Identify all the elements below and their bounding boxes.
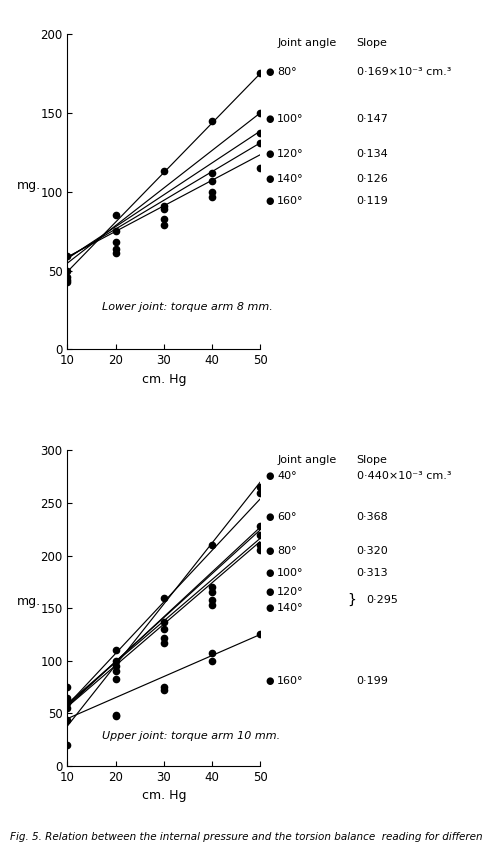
Text: ●: ●: [266, 174, 274, 184]
Text: Upper joint: torque arm 10 mm.: Upper joint: torque arm 10 mm.: [102, 731, 281, 740]
Text: 0·199: 0·199: [357, 676, 388, 686]
Text: 140°: 140°: [277, 603, 304, 614]
Text: 0·313: 0·313: [357, 568, 388, 579]
Text: Slope: Slope: [357, 454, 388, 465]
Text: Slope: Slope: [357, 38, 388, 49]
Y-axis label: mg.: mg.: [17, 595, 41, 608]
Text: 100°: 100°: [277, 568, 304, 579]
Text: 0·320: 0·320: [357, 546, 388, 557]
Text: ●: ●: [266, 603, 274, 614]
Text: Fig. 5. Relation between the internal pressure and the torsion balance  reading : Fig. 5. Relation between the internal pr…: [10, 832, 482, 842]
Text: ●: ●: [266, 676, 274, 686]
Text: 80°: 80°: [277, 546, 297, 557]
Text: 0·440×10⁻³ cm.³: 0·440×10⁻³ cm.³: [357, 471, 451, 481]
Y-axis label: mg.: mg.: [17, 179, 41, 191]
Text: 80°: 80°: [277, 67, 297, 77]
Text: Lower joint: torque arm 8 mm.: Lower joint: torque arm 8 mm.: [102, 301, 273, 311]
Text: ●: ●: [266, 568, 274, 579]
Text: ●: ●: [266, 587, 274, 597]
X-axis label: cm. Hg: cm. Hg: [142, 790, 186, 802]
Text: 0·295: 0·295: [366, 596, 398, 605]
X-axis label: cm. Hg: cm. Hg: [142, 373, 186, 386]
Text: 60°: 60°: [277, 511, 296, 522]
Text: ●: ●: [266, 511, 274, 522]
Text: 160°: 160°: [277, 676, 304, 686]
Text: 0·126: 0·126: [357, 174, 388, 184]
Text: ●: ●: [266, 67, 274, 77]
Text: 0·134: 0·134: [357, 149, 388, 159]
Text: Joint angle: Joint angle: [277, 38, 336, 49]
Text: ●: ●: [266, 114, 274, 124]
Text: 0·119: 0·119: [357, 197, 388, 206]
Text: 120°: 120°: [277, 149, 304, 159]
Text: ●: ●: [266, 149, 274, 159]
Text: 160°: 160°: [277, 197, 304, 206]
Text: 0·147: 0·147: [357, 114, 388, 124]
Text: 100°: 100°: [277, 114, 304, 124]
Text: Joint angle: Joint angle: [277, 454, 336, 465]
Text: ●: ●: [266, 546, 274, 557]
Text: 40°: 40°: [277, 471, 297, 481]
Text: ●: ●: [266, 471, 274, 481]
Text: ●: ●: [266, 197, 274, 206]
Text: 140°: 140°: [277, 174, 304, 184]
Text: }: }: [347, 593, 356, 608]
Text: 0·169×10⁻³ cm.³: 0·169×10⁻³ cm.³: [357, 67, 451, 77]
Text: 0·368: 0·368: [357, 511, 388, 522]
Text: 120°: 120°: [277, 587, 304, 597]
